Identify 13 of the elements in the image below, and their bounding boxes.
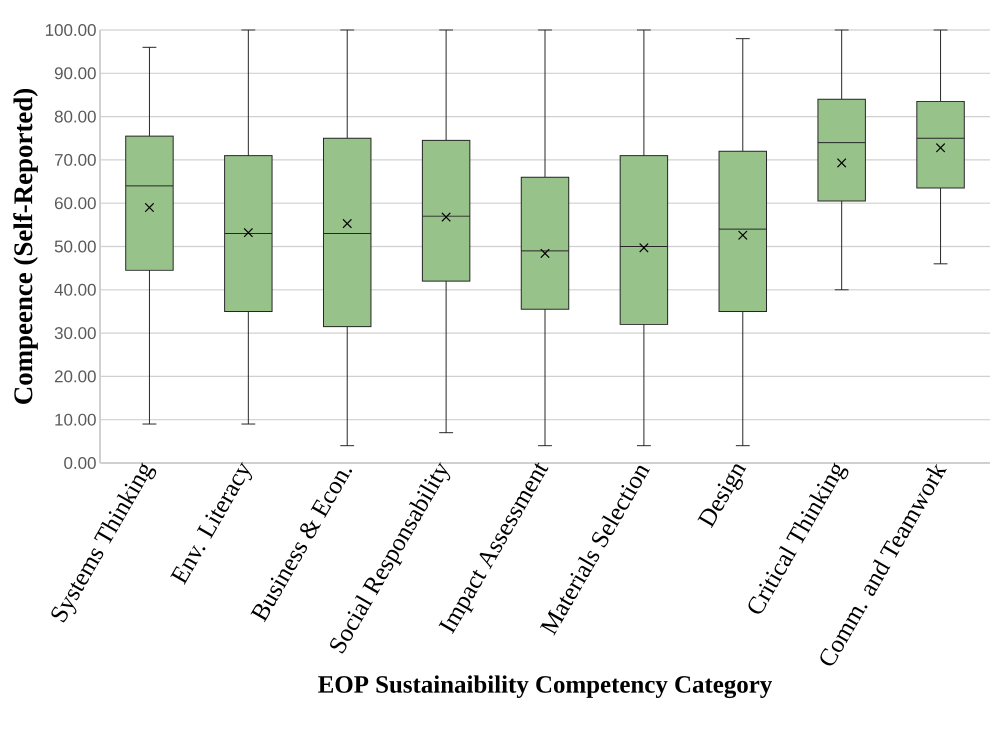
y-tick-label: 100.00	[46, 24, 96, 36]
y-tick-label: 60.00	[54, 197, 96, 210]
y-axis-title: Compeence (Self-Reported)	[13, 88, 38, 404]
y-tick-label: 80.00	[54, 110, 96, 123]
y-tick-label: 90.00	[54, 67, 96, 80]
y-tick-label: 20.00	[54, 370, 96, 382]
y-tick-label: 40.00	[54, 284, 96, 296]
y-tick-label: 10.00	[55, 414, 96, 426]
x-axis-title: EOP Sustainaibility Competency Category	[318, 675, 772, 698]
y-tick-label: 70.00	[54, 154, 96, 166]
y-tick-label: 50.00	[54, 240, 96, 252]
y-tick-label: 30.00	[54, 327, 96, 340]
y-tick-label: 0.00	[64, 457, 96, 469]
